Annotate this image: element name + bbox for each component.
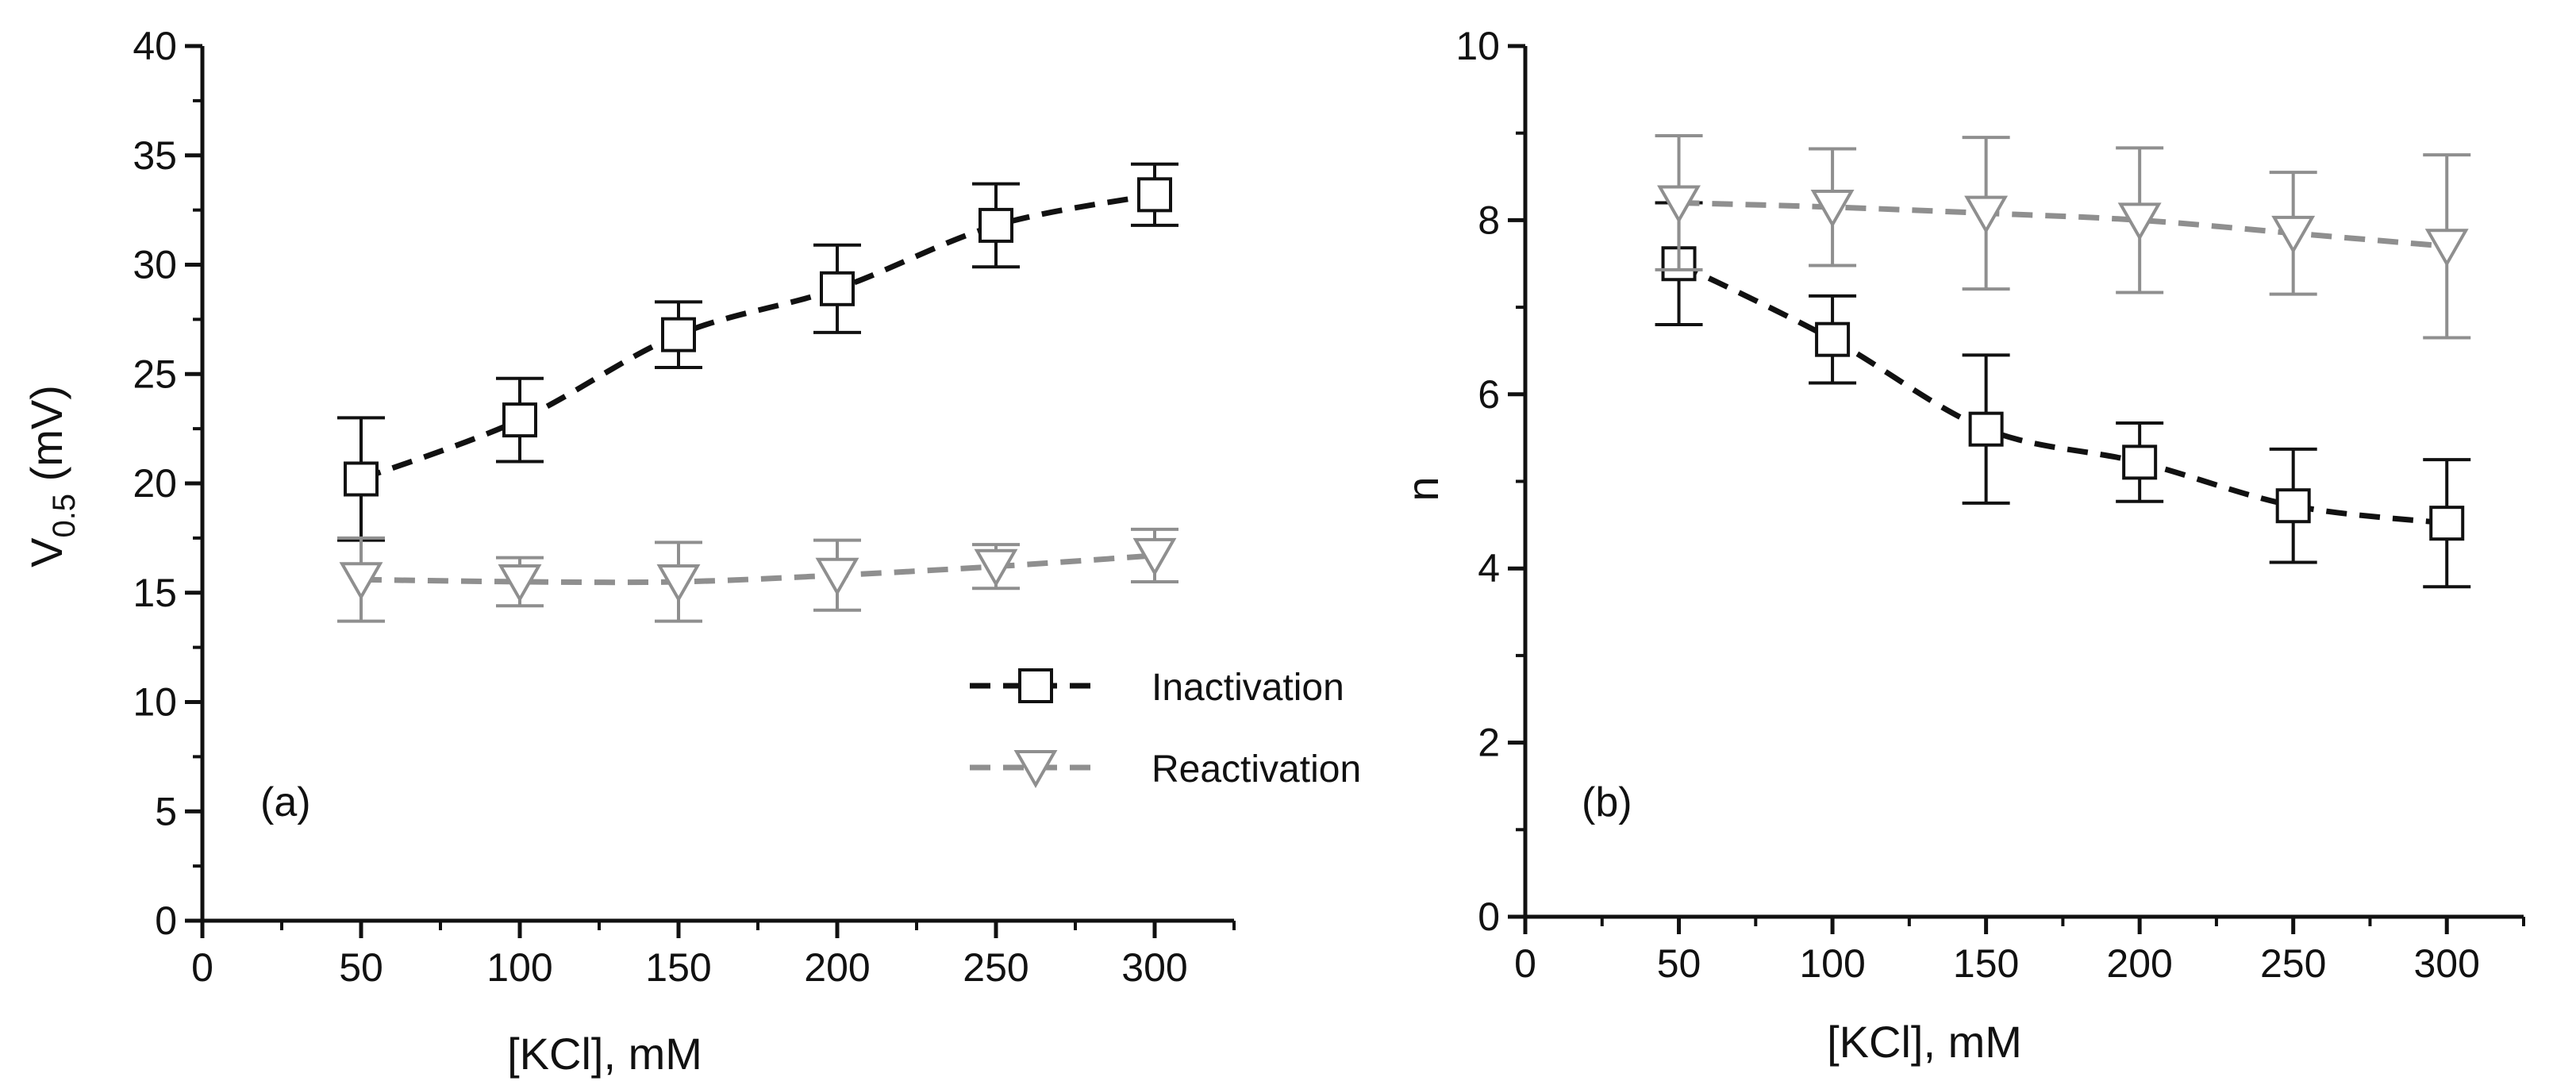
legend-label-reactivation: Reactivation [1152,748,1361,791]
panel-a-y-tick-label: 30 [133,243,177,287]
panel-a-point-reactivation [339,562,383,601]
panel-b-y-tick-label: 0 [1478,895,1500,939]
panel-b-y-tick-label: 6 [1478,372,1500,417]
legend: Inactivation Reactivation [970,667,1361,791]
panel-b-y-tick-label: 4 [1478,546,1500,591]
panel-a-x-tick-label: 250 [963,945,1028,990]
panel-a-point-inactivation [1137,177,1172,213]
legend-item-reactivation: Reactivation [970,748,1361,791]
panel-a-x-tick-label: 100 [486,945,552,990]
panel-b-point-reactivation [1657,185,1701,224]
panel-a-point-reactivation [498,564,542,603]
panel-a-y-tick-label: 5 [155,789,177,833]
panel-b-point-inactivation [1815,321,1851,357]
panel-a-label: (a) [260,779,311,825]
panel-b-x-tick-label: 150 [1953,941,2019,986]
panel-a-series-line-reactivation [360,552,1155,586]
panel-a-y-axis-symbol: V [21,537,71,568]
legend-item-inactivation: Inactivation [970,667,1344,709]
panel-b-x-tick-label: 50 [1657,941,1701,986]
panel-a-y-axis-unit: (mV) [21,385,71,494]
panel-a-y-tick-label: 15 [133,571,177,615]
panel-b-y-tick-label: 10 [1455,24,1500,68]
legend-label-inactivation: Inactivation [1152,667,1344,709]
panel-b-x-tick-label: 100 [1799,941,1865,986]
panel-b-label: (b) [1582,779,1632,825]
panel-a-y-tick-label: 20 [133,461,177,506]
panel-b-point-reactivation [2271,215,2316,254]
panel-b-point-inactivation [2275,488,2311,524]
panel-a-y-tick-label: 40 [133,24,177,68]
panel-a-point-inactivation [978,207,1013,243]
panel-b-y-tick-label: 8 [1478,198,1500,242]
panel-a-y-tick-label: 0 [155,898,177,943]
panel-a-point-inactivation [344,461,379,497]
panel-a-point-reactivation [815,557,859,596]
panel-b-point-inactivation [2429,506,2465,541]
panel-b-y-tick-label: 2 [1478,721,1500,765]
panel-b-point-reactivation [1810,189,1855,228]
panel-b-point-reactivation [1964,195,2009,234]
panel-a-plot-area: 0 5 10 15 20 25 30 35 40 0 50 100 150 200 250 300 [133,24,1236,990]
panel-b-series-line-reactivation [1678,199,2447,249]
panel-a-point-reactivation [974,548,1018,587]
panel-a-point-inactivation [820,271,855,306]
panel-a-x-tick-label: 50 [339,945,383,990]
panel-a-point-reactivation [656,564,701,603]
panel-b-point-inactivation [1968,411,2004,447]
panel-b-x-axis-title: [KCl], mM [1827,1017,2022,1067]
panel-a-point-inactivation [661,317,696,352]
panel-a-x-axis-title: [KCl], mM [507,1029,702,1079]
panel-a-x-tick-label: 300 [1121,945,1187,990]
panel-b-x-tick-label: 250 [2260,941,2326,986]
panel-a-series-line-inactivation [359,191,1155,482]
panel-a-point-inactivation [502,402,537,438]
panel-a-point-reactivation [1132,537,1177,576]
panel-a-y-tick-label: 25 [133,352,177,396]
panel-a-x-tick-label: 0 [191,945,213,990]
panel-b-point-reactivation [2117,202,2162,241]
panel-a-x-tick-label: 200 [804,945,870,990]
panel-b-x-tick-label: 0 [1514,941,1536,986]
panel-b-point-inactivation [2122,444,2158,480]
panel-b-point-reactivation [2424,229,2469,267]
legend-square-icon [1018,668,1053,703]
legend-triangle-down-icon [1013,750,1058,789]
panel-a-x-tick-label: 150 [645,945,711,990]
panel-a-y-axis-title: V0.5 (mV) [21,385,82,568]
panel-a-y-tick-label: 35 [133,133,177,178]
panel-b-x-tick-label: 300 [2414,941,2480,986]
panel-b-x-tick-label: 200 [2106,941,2172,986]
panel-a-y-tick-label: 10 [133,680,177,725]
panel-a: 0 5 10 15 20 25 30 35 40 0 50 100 150 200 250 300 (a) [… [21,24,1361,1079]
panel-b-y-axis-title: n [1398,476,1448,501]
panel-a-y-axis-subscript: 0.5 [47,494,82,538]
